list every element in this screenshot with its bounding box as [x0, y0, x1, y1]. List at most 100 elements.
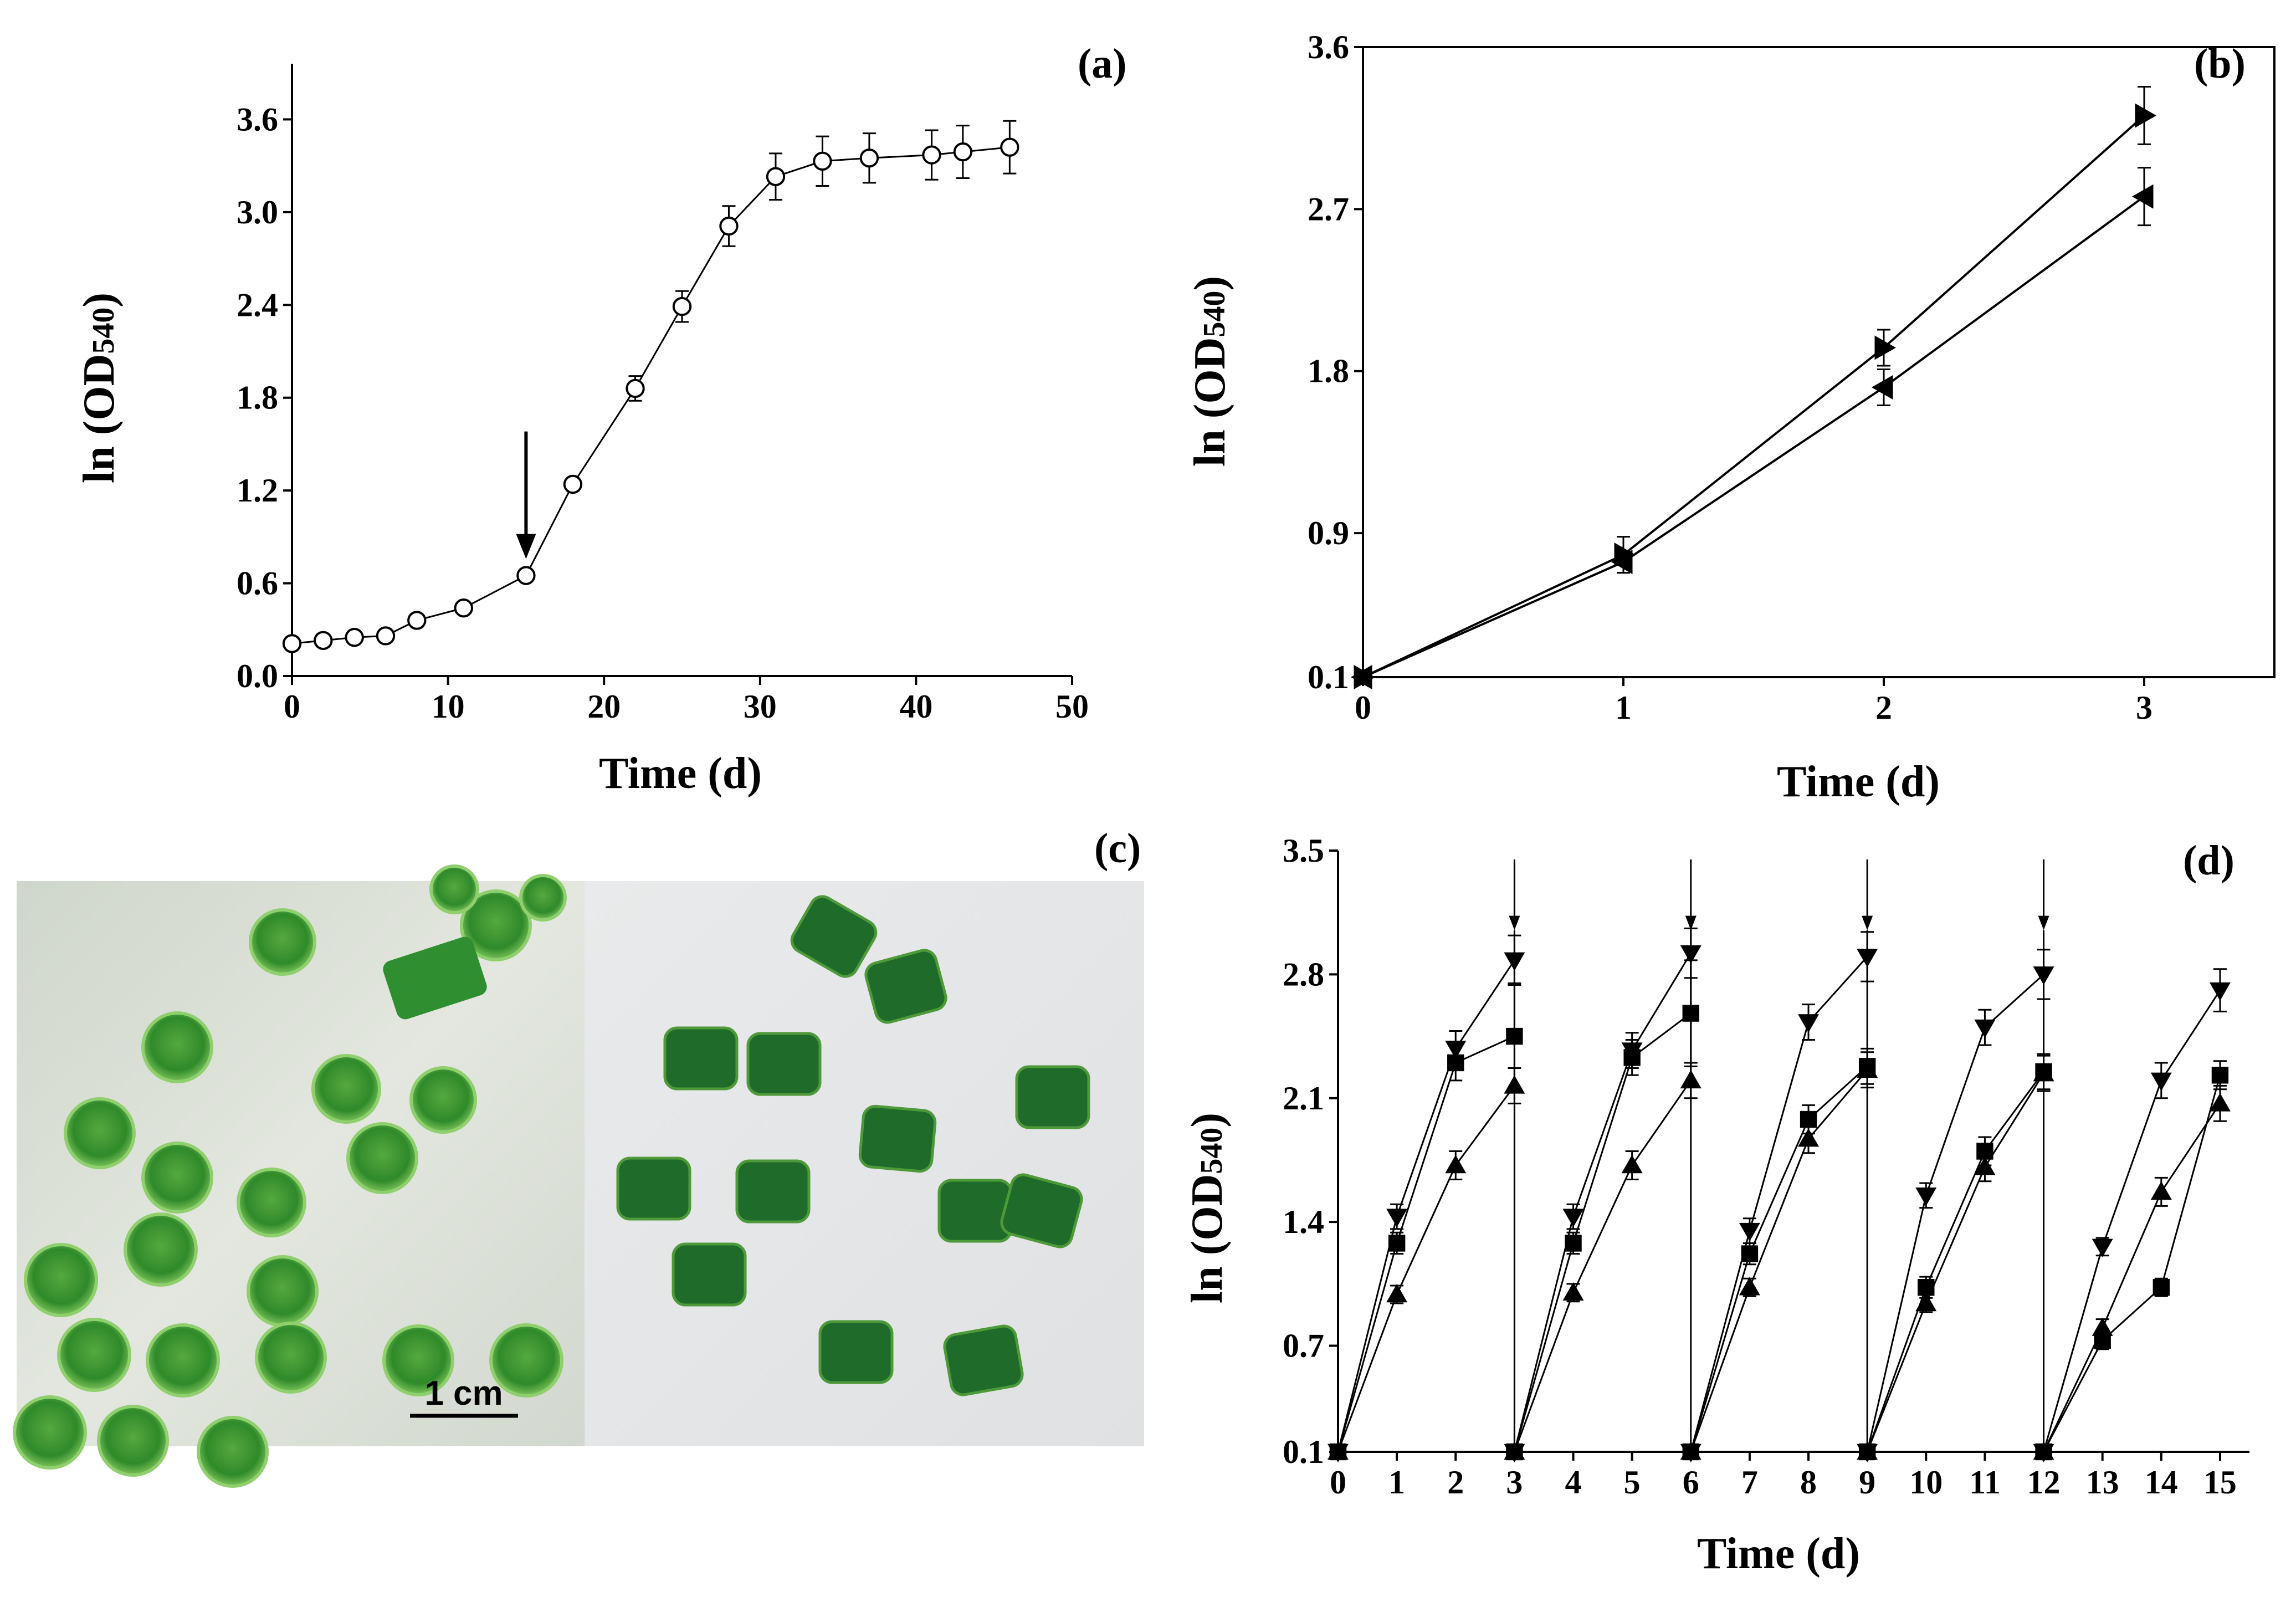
panel-d-series-2-seg-4-point-2 — [2150, 1181, 2172, 1200]
panel-b-ytick-label-1: 0.9 — [1308, 515, 1349, 551]
panel-a-ylabel-close: ) — [75, 293, 124, 308]
panel-d-series-0-seg-1-line — [1513, 953, 1692, 1452]
panel-d-cycle-arrow-head-2 — [1862, 915, 1873, 930]
panel-d-cycle-arrow-head-3 — [2038, 915, 2049, 930]
panel-d-series-2-seg-1-line — [1513, 1079, 1692, 1452]
bead-cylinder-side — [383, 936, 487, 1020]
piece-6 — [616, 1156, 691, 1221]
panel-d-series-2-seg-1-point-3 — [1680, 1069, 1702, 1089]
panel-d-series-0-seg-1-point-3 — [1680, 945, 1702, 964]
panel-d-xtick-label-1: 1 — [1388, 1464, 1405, 1501]
panel-d-series-2-seg-3-point-0 — [1857, 1441, 1878, 1460]
panel-d-series-1-seg-1-point-3 — [1682, 1005, 1699, 1022]
piece-8 — [937, 1179, 1013, 1243]
panel-d-series-1-seg-0-line — [1337, 1035, 1515, 1452]
panel-d-series-0-seg-4-point-2 — [2150, 1072, 2172, 1091]
panel-b-chart: 0 1 2 3 0.1 0.9 1.8 2.7 3.6 (b) Time (d) ln (OD5… — [1186, 29, 2276, 806]
panel-b-series-1-point-3 — [2132, 184, 2154, 209]
panel-d-series-1-seg-4-line — [2043, 1074, 2221, 1452]
panel-a-ytick-label-6: 3.6 — [237, 101, 278, 137]
panel-d-series-0-seg-2-point-2 — [1798, 1014, 1820, 1033]
panel-d-series-2-seg-2-point-1 — [1739, 1277, 1760, 1296]
panel-d-xtick-label-4: 4 — [1565, 1464, 1582, 1501]
panel-d-series-1-seg-1-point-1 — [1565, 1235, 1582, 1252]
panel-b-series-1-point-2 — [1872, 375, 1893, 400]
piece-11 — [818, 1320, 894, 1384]
panel-d-series-1-seg-2-line — [1690, 1066, 1868, 1452]
panel-d-ytick-label-5: 3.5 — [1283, 832, 1324, 869]
panel-d-series-2-seg-4-point-0 — [2033, 1441, 2054, 1460]
panel-d-series-2-seg-0-point-3 — [1504, 1075, 1525, 1094]
panel-a-xtick-label-2: 20 — [587, 688, 621, 725]
panel-b-ytick-label-3: 2.7 — [1308, 191, 1349, 227]
panel-a-point-5 — [454, 598, 473, 618]
panel-d-series-1-seg-0-point-3 — [1506, 1027, 1523, 1045]
panel-b-ylabel-sub: 540 — [1197, 291, 1232, 337]
bead-7 — [346, 1122, 418, 1194]
bead-1 — [460, 889, 532, 961]
panel-b-xlabel: Time (d) — [1777, 758, 1940, 806]
panel-d-series-1-seg-1-line — [1513, 1012, 1692, 1452]
panel-b-ytick-label-4: 3.6 — [1308, 29, 1349, 65]
panel-b-label: (b) — [2194, 40, 2246, 87]
panel-d-label: (d) — [2183, 837, 2234, 884]
piece-0 — [790, 895, 878, 978]
panel-d-xtick-label-0: 0 — [1330, 1464, 1346, 1501]
panel-a-ytick-label-0: 0.0 — [237, 658, 278, 694]
bead-0 — [249, 908, 316, 976]
panel-a-point-7 — [563, 474, 583, 494]
panel-d-ylabel-sub: 540 — [1195, 1128, 1229, 1174]
panel-d-series-1-seg-3-line — [1866, 1071, 2044, 1452]
panel-d-ytick-label-0: 0.1 — [1283, 1434, 1324, 1470]
panel-a-point-13 — [859, 149, 879, 168]
panel-a-ytick-label-5: 3.0 — [237, 194, 278, 231]
panel-d-series-2-seg-0-line — [1337, 1085, 1515, 1452]
panel-a-xtick-label-4: 40 — [899, 688, 932, 725]
panel-a-xtick-label-1: 10 — [432, 688, 465, 725]
panel-d-xtick-label-9: 9 — [1859, 1464, 1875, 1501]
panel-a-point-1 — [314, 631, 333, 651]
panel-d-series-0-seg-2-line — [1690, 956, 1868, 1452]
panel-a-ytick-label-4: 2.4 — [237, 286, 278, 323]
panel-d-xtick-label-13: 13 — [2086, 1464, 2119, 1501]
panel-b-ylabel-close: ) — [1186, 276, 1234, 291]
panel-b-series-1-point-1 — [1611, 550, 1633, 575]
panel-a-arrow-head — [516, 534, 536, 559]
panel-d-series-2-seg-1-point-1 — [1562, 1282, 1584, 1301]
panel-d-xtick-label-2: 2 — [1447, 1464, 1464, 1501]
piece-5 — [858, 1104, 937, 1173]
panel-d-series-2-seg-2-line — [1690, 1069, 1868, 1452]
panel-d-xtick-label-10: 10 — [1909, 1464, 1943, 1501]
piece-10 — [672, 1242, 747, 1307]
bead-2 — [141, 1011, 213, 1083]
panel-a-ytick-label-1: 0.6 — [237, 565, 278, 602]
panel-d-series-1-seg-2-point-1 — [1741, 1245, 1759, 1262]
panel-d-series-0-seg-0-line — [1337, 960, 1515, 1452]
bead-19 — [197, 1416, 269, 1488]
bead-4 — [409, 1066, 477, 1134]
panel-d-series-2-seg-1-point-0 — [1504, 1441, 1525, 1460]
panel-d-series-2-seg-1-point-2 — [1621, 1155, 1643, 1174]
panel-d-xtick-label-12: 12 — [2027, 1464, 2061, 1501]
panel-b-xtick-label-3: 3 — [2136, 689, 2152, 726]
bead-15 — [382, 1324, 454, 1396]
panel-a-ylabel: ln (OD540) — [75, 293, 124, 483]
panel-b-xtick-label-0: 0 — [1355, 689, 1371, 726]
panel-a-point-3 — [376, 626, 396, 646]
panel-d-xtick-label-14: 14 — [2145, 1464, 2178, 1501]
panel-a-xlabel: Time (d) — [599, 749, 762, 798]
panel-a-xtick-label-5: 50 — [1055, 688, 1089, 725]
panel-b-series-1-line — [1362, 196, 2145, 678]
panel-d-cycle-arrow-head-0 — [1509, 915, 1520, 930]
panel-a-xtick-label-0: 0 — [284, 688, 300, 725]
panel-d-series-0-seg-4-point-1 — [2092, 1238, 2113, 1257]
bead-12 — [57, 1318, 131, 1392]
panel-d-xtick-label-7: 7 — [1741, 1464, 1758, 1501]
panel-a-point-10 — [719, 216, 739, 236]
panel-d-ylabel-close: ) — [1183, 1113, 1232, 1128]
bead-17 — [13, 1395, 87, 1470]
panel-b-xtick-label-2: 2 — [1875, 689, 1892, 726]
panel-d-xtick-label-11: 11 — [1969, 1464, 2001, 1501]
panel-d-series-0-seg-1-point-1 — [1562, 1209, 1584, 1227]
panel-d-series-2-seg-0-point-1 — [1386, 1283, 1408, 1303]
